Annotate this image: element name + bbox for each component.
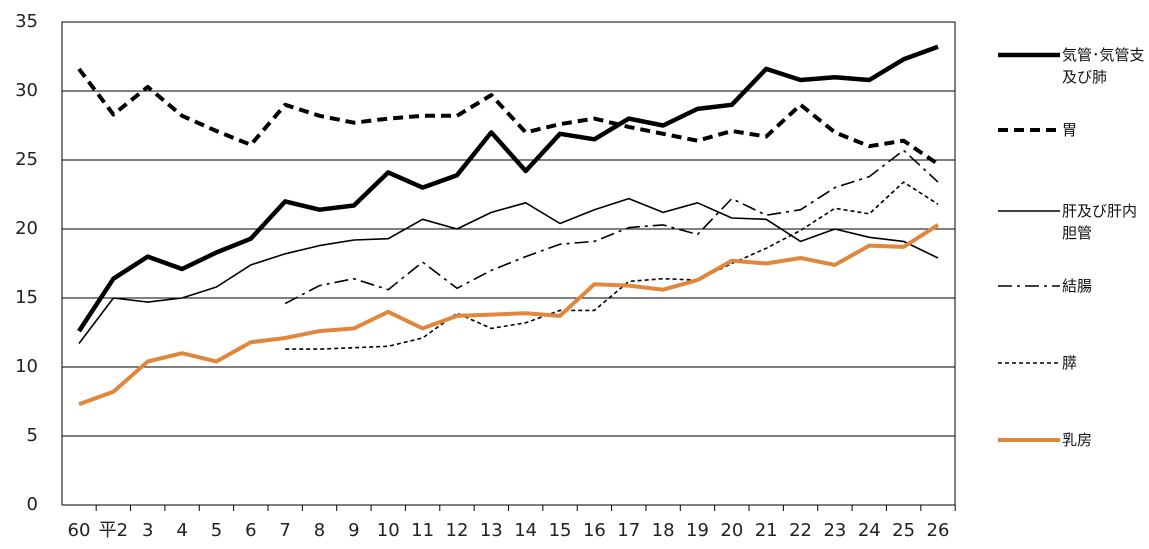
x-tick-label: 5	[211, 520, 222, 541]
legend-label: 気管･気管支及び肺	[1062, 46, 1145, 86]
x-tick-label: 4	[176, 520, 187, 541]
x-tick-label: 21	[755, 520, 778, 541]
x-tick-label: 10	[377, 520, 400, 541]
x-tick-label: 12	[446, 520, 469, 541]
x-tick-label: 7	[279, 520, 290, 541]
series-line	[285, 181, 939, 350]
x-tick-label: 20	[720, 520, 743, 541]
x-tick-label: 6	[245, 520, 256, 541]
series-line	[78, 223, 940, 407]
series-line	[284, 149, 939, 305]
y-tick-label: 10	[15, 356, 38, 377]
series-line	[77, 67, 940, 166]
y-tick-label: 20	[15, 218, 38, 239]
x-tick-label: 26	[927, 520, 950, 541]
x-tick-label: 15	[549, 520, 572, 541]
legend-label: 膵	[1062, 354, 1078, 372]
y-tick-label: 25	[15, 149, 38, 170]
x-tick-label: 60	[68, 520, 91, 541]
series-line	[78, 197, 939, 344]
x-tick-label: 13	[480, 520, 503, 541]
x-tick-label: 8	[314, 520, 325, 541]
x-tick-label: 19	[686, 520, 709, 541]
y-tick-label: 5	[27, 425, 38, 446]
x-tick-label: 平2	[99, 520, 128, 541]
x-tick-label: 14	[514, 520, 537, 541]
legend-label: 肝及び肝内胆管	[1062, 202, 1138, 242]
x-tick-label: 24	[858, 520, 881, 541]
x-tick-label: 3	[142, 520, 153, 541]
x-tick-label: 22	[789, 520, 812, 541]
legend-label: 胃	[1062, 121, 1078, 139]
y-tick-label: 35	[15, 11, 38, 32]
x-tick-label: 16	[583, 520, 606, 541]
legend-label: 乳房	[1062, 431, 1093, 449]
x-tick-label: 18	[652, 520, 675, 541]
series-line	[77, 44, 939, 333]
y-tick-label: 30	[15, 80, 38, 101]
y-tick-label: 0	[27, 494, 38, 515]
y-tick-label: 15	[15, 287, 38, 308]
x-tick-label: 11	[411, 520, 434, 541]
x-tick-label: 23	[823, 520, 846, 541]
x-tick-label: 17	[617, 520, 640, 541]
legend-label: 結腸	[1062, 277, 1093, 295]
x-tick-label: 25	[892, 520, 915, 541]
x-tick-label: 9	[348, 520, 359, 541]
